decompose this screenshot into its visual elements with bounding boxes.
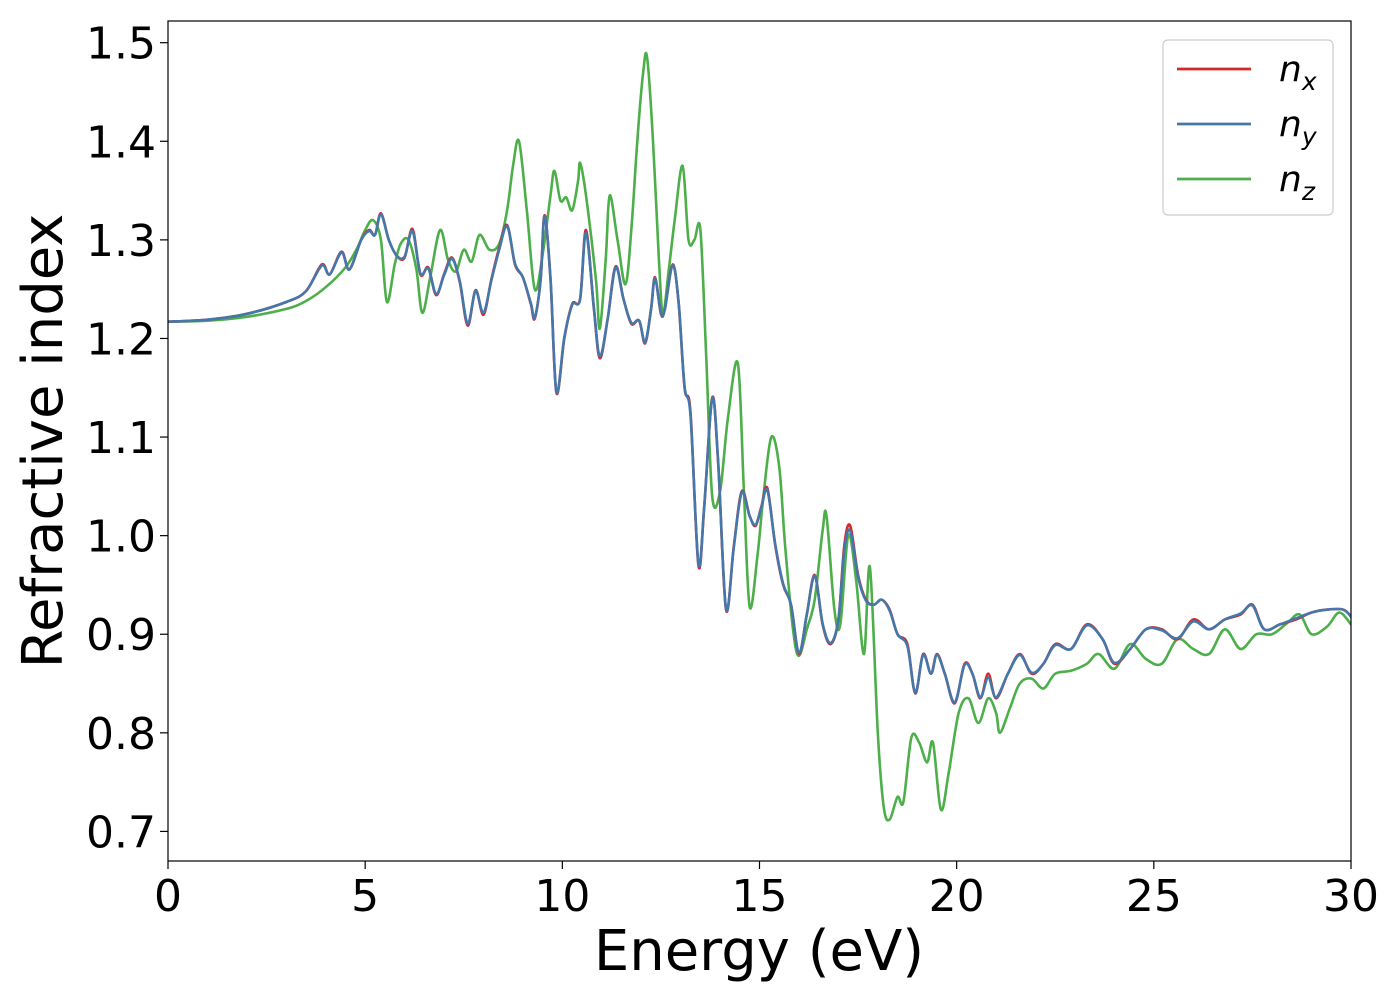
y-tick-label: 0.8	[86, 709, 156, 760]
legend-label-subscript: x	[1301, 67, 1317, 96]
x-tick-label: 15	[732, 871, 788, 922]
series-line-x	[168, 211, 1351, 705]
y-tick-label: 1.3	[86, 216, 156, 267]
y-axis-label: Refractive index	[11, 214, 76, 669]
x-tick-label: 5	[351, 871, 379, 922]
y-tick-label: 1.1	[86, 413, 156, 464]
y-tick-label: 1.2	[86, 314, 156, 365]
x-tick-label: 0	[154, 871, 182, 922]
legend-label-z: nz	[1279, 159, 1316, 206]
legend-label-subscript: y	[1301, 122, 1318, 151]
x-axis: 0 5 10 15 20 25 30	[154, 861, 1379, 922]
legend-label-base: n	[1279, 49, 1302, 90]
legend-label-base: n	[1279, 159, 1302, 200]
series-layer	[168, 51, 1351, 822]
y-tick-label: 1.0	[86, 512, 156, 563]
legend-label-subscript: z	[1301, 177, 1316, 206]
x-axis-label: Energy (eV)	[594, 919, 924, 984]
x-tick-label: 20	[929, 871, 985, 922]
series-line-z	[168, 51, 1351, 822]
y-tick-label: 1.4	[86, 117, 156, 168]
legend-label-x: nx	[1279, 49, 1317, 96]
y-axis: 0.7 0.8 0.9 1.0 1.1 1.2 1.3 1.4 1.5	[86, 19, 168, 858]
x-tick-label: 10	[534, 871, 590, 922]
legend-label-base: n	[1279, 104, 1302, 145]
y-tick-label: 1.5	[86, 19, 156, 70]
legend-box	[1162, 39, 1334, 216]
y-tick-label: 0.7	[86, 807, 156, 858]
legend-label-y: ny	[1279, 104, 1318, 151]
y-tick-label: 0.9	[86, 610, 156, 661]
x-tick-label: 30	[1323, 871, 1379, 922]
series-line-y	[168, 212, 1351, 704]
x-tick-label: 25	[1126, 871, 1182, 922]
